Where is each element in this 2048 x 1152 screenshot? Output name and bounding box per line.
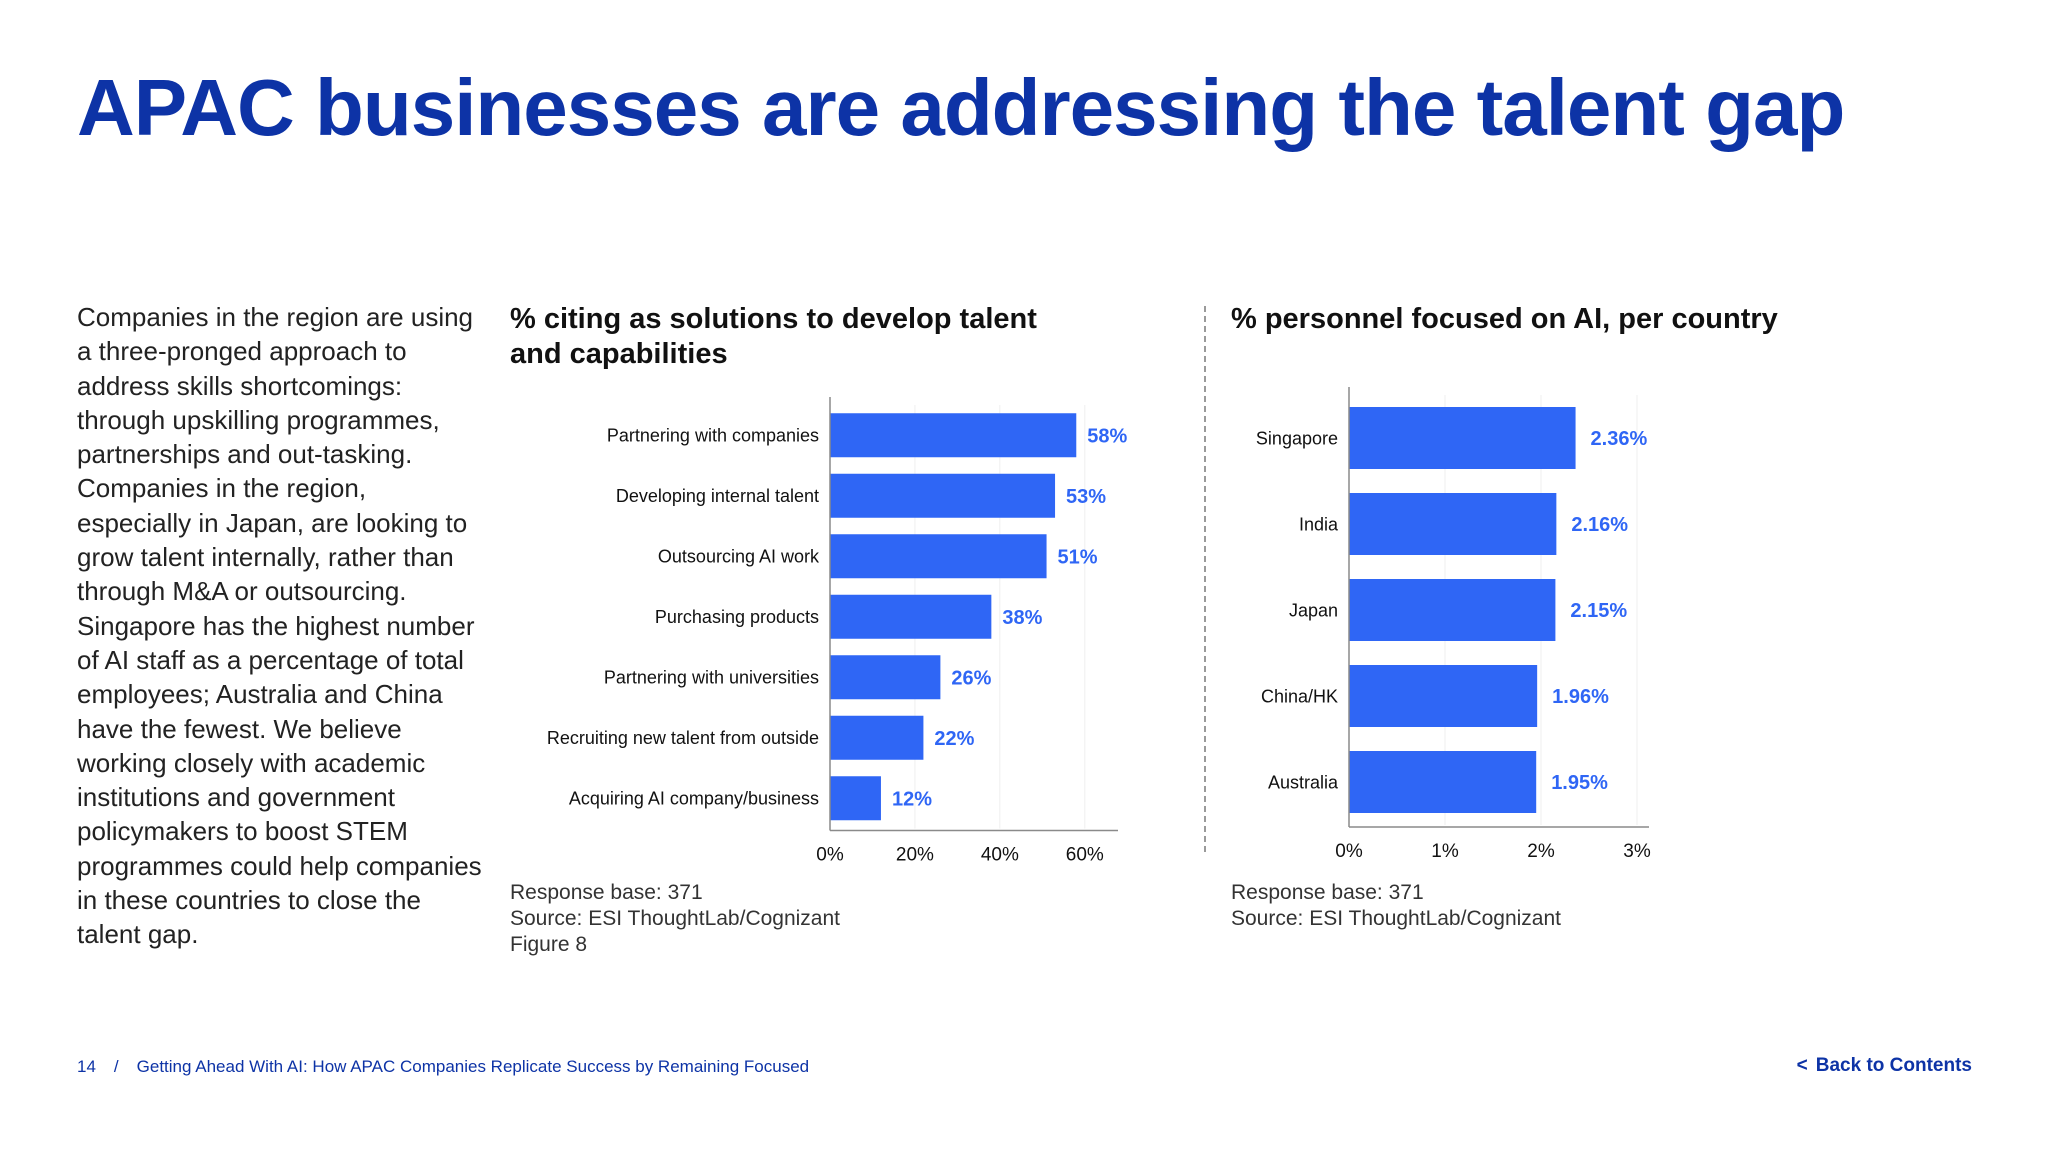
- footer-separator: /: [113, 1057, 119, 1076]
- chart-1-category-label: Partnering with universities: [604, 668, 819, 688]
- chart-divider: [1204, 306, 1206, 852]
- chart-1-bar: [830, 534, 1047, 579]
- chart-1-data-label: 26%: [951, 667, 991, 689]
- chart-1-figure-number: Figure 8: [510, 933, 588, 956]
- intro-paragraph: Companies in the region are using a thre…: [77, 302, 482, 950]
- chart-2-data-label: 2.36%: [1591, 428, 1648, 450]
- chart-2-category-label: Japan: [1289, 600, 1338, 620]
- chart-2-bar: [1349, 665, 1538, 727]
- chart-2-category-label: Singapore: [1256, 428, 1338, 448]
- chart-1-solutions: Partnering with companies 58% Developing i…: [547, 397, 1128, 866]
- chart-1-source: Source: ESI ThoughtLab/Cognizant: [510, 907, 841, 930]
- chart-2-category-label: Australia: [1268, 772, 1339, 792]
- chart-2-bar: [1349, 407, 1576, 469]
- chart-1-category-label: Recruiting new talent from outside: [547, 728, 819, 748]
- chart-1-data-label: 58%: [1087, 425, 1127, 447]
- chart-2-tick-label: 1%: [1431, 841, 1459, 862]
- back-to-contents-label: Back to Contents: [1815, 1055, 1972, 1076]
- chart-1-category-label: Partnering with companies: [607, 426, 819, 446]
- chart-1-bar: [830, 715, 924, 760]
- chart-2-ai-personnel: Singapore 2.36% India 2.16% Japan 2.15% China/…: [1256, 387, 1651, 862]
- chart-2-title: % personnel focused on AI, per country: [1231, 303, 1778, 335]
- chart-2-category-label: India: [1299, 514, 1339, 534]
- chart-1-data-label: 53%: [1066, 486, 1106, 508]
- chart-2-bar: [1349, 493, 1557, 555]
- chart-1-data-label: 51%: [1058, 546, 1098, 568]
- chart-1-tick-label: 40%: [981, 845, 1019, 866]
- chart-2-tick-label: 2%: [1527, 841, 1555, 862]
- footer: 14 / Getting Ahead With AI: How APAC Compa…: [77, 1057, 809, 1077]
- chart-1-title: % citing as solutions to develop talent …: [510, 303, 1037, 370]
- chart-1-tick-label: 20%: [896, 845, 934, 866]
- chart-1-category-label: Acquiring AI company/business: [569, 789, 819, 809]
- chart-2-response-base: Response base: 371: [1231, 881, 1424, 904]
- chart-2-tick-label: 0%: [1335, 841, 1363, 862]
- page-number: 14: [77, 1057, 96, 1076]
- chart-1-bar: [830, 776, 881, 821]
- chart-2-notes: Response base: 371 Source: ESI ThoughtLa…: [1231, 880, 1561, 932]
- chart-1-notes: Response base: 371 Source: ESI ThoughtLa…: [510, 880, 840, 958]
- chart-1-category-label: Outsourcing AI work: [658, 547, 820, 567]
- chart-2-category-label: China/HK: [1261, 686, 1338, 706]
- back-to-contents-link[interactable]: < Back to Contents: [1797, 1055, 1972, 1077]
- chart-1-bar: [830, 655, 941, 700]
- chevron-left-icon: <: [1796, 1055, 1808, 1076]
- chart-1-category-label: Purchasing products: [655, 607, 819, 627]
- chart-2-bar: [1349, 751, 1537, 813]
- chart-2-source: Source: ESI ThoughtLab/Cognizant: [1231, 907, 1562, 930]
- chart-1-bar: [830, 413, 1077, 458]
- chart-2-tick-label: 3%: [1623, 841, 1651, 862]
- page-title: APAC businesses are addressing the talen…: [77, 63, 1845, 152]
- chart-2-data-label: 2.16%: [1571, 514, 1628, 536]
- chart-1-tick-label: 60%: [1066, 845, 1104, 866]
- chart-1-category-label: Developing internal talent: [616, 486, 819, 506]
- chart-2-bar: [1349, 579, 1556, 641]
- chart-1-data-label: 22%: [934, 728, 974, 750]
- chart-2-data-label: 2.15%: [1570, 600, 1627, 622]
- chart-2-data-label: 1.95%: [1551, 772, 1608, 794]
- chart-1-tick-label: 0%: [816, 845, 844, 866]
- chart-1-data-label: 12%: [892, 788, 932, 810]
- chart-2-data-label: 1.96%: [1552, 686, 1609, 708]
- chart-1-data-label: 38%: [1002, 607, 1042, 629]
- chart-1-response-base: Response base: 371: [510, 881, 703, 904]
- chart-1-bar: [830, 594, 992, 639]
- chart-1-bar: [830, 473, 1056, 518]
- document-title-link[interactable]: Getting Ahead With AI: How APAC Companie…: [136, 1057, 810, 1076]
